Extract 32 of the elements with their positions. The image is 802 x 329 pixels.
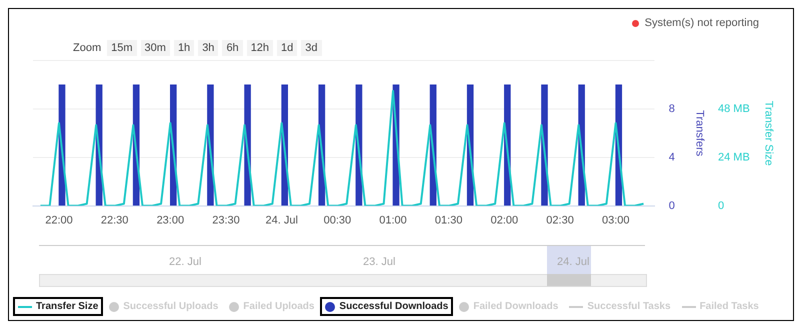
y-tick-label: 0 [668,200,675,212]
text: 3h [198,40,218,56]
navigator-panel: 22. Jul 23. Jul 24. Jul [39,245,645,286]
text: 3d [301,40,322,56]
text: 1d [277,40,298,56]
x-tick-label: 03:00 [602,214,630,226]
x-tick-label: 02:30 [546,214,574,226]
y2-tick-label: 48 MB [718,103,750,116]
text: System(s) not reporting [644,17,759,29]
text: 12h [246,40,274,56]
text: 1h [174,40,194,56]
x-tick-label: 23:00 [156,214,184,226]
y-tick-label: 4 [668,151,675,164]
text: Zoom [73,42,102,54]
x-tick-label: 01:00 [379,214,407,226]
text: 6h [222,40,243,56]
y2-tick-label: 24 MB [718,151,750,164]
legend-label: Successful Downloads [339,301,448,312]
text: 30m [140,40,170,56]
x-tick-label: 23:30 [212,214,240,226]
x-tick-label: 22:30 [100,214,128,226]
y-tick-label: 8 [668,103,675,116]
y2-tick-label: 0 [718,200,724,212]
x-tick-label: 24. Jul [265,214,298,226]
y2-axis-title: Transfer Size [762,100,774,166]
x-tick-label: 22:00 [45,214,73,226]
legend-label: Transfer Size [36,301,98,312]
x-tick-label: 01:30 [434,214,462,226]
x-tick-label: 00:30 [324,214,352,226]
x-tick-label: 02:00 [490,214,518,226]
text: 15m [107,40,137,56]
y-axis-title: Transfers [693,110,706,157]
